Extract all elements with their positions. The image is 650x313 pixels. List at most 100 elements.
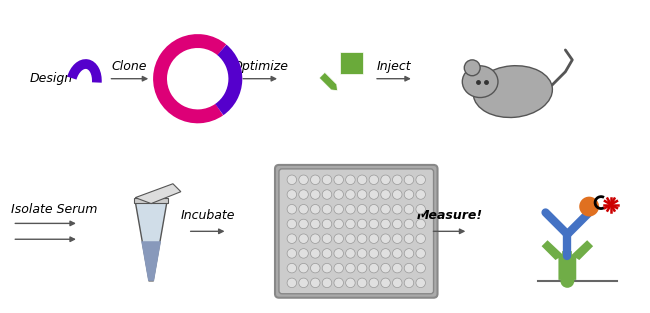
Circle shape xyxy=(299,190,308,199)
Circle shape xyxy=(381,249,390,258)
Circle shape xyxy=(287,219,296,229)
Circle shape xyxy=(287,175,296,185)
Ellipse shape xyxy=(464,60,480,76)
Circle shape xyxy=(416,263,426,273)
Circle shape xyxy=(404,263,413,273)
Text: Clone: Clone xyxy=(112,60,147,73)
Circle shape xyxy=(322,175,332,185)
Polygon shape xyxy=(141,241,161,281)
Ellipse shape xyxy=(473,66,552,117)
Circle shape xyxy=(311,175,320,185)
Circle shape xyxy=(311,263,320,273)
Bar xyxy=(135,198,168,203)
Ellipse shape xyxy=(462,66,498,98)
Circle shape xyxy=(322,249,332,258)
Circle shape xyxy=(299,249,308,258)
Circle shape xyxy=(393,190,402,199)
Circle shape xyxy=(322,263,332,273)
Text: Optimize: Optimize xyxy=(232,60,288,73)
Circle shape xyxy=(334,219,343,229)
Circle shape xyxy=(369,204,378,214)
Circle shape xyxy=(358,219,367,229)
Circle shape xyxy=(369,219,378,229)
Circle shape xyxy=(369,263,378,273)
Circle shape xyxy=(404,219,413,229)
Circle shape xyxy=(311,204,320,214)
Circle shape xyxy=(404,175,413,185)
Circle shape xyxy=(287,249,296,258)
Circle shape xyxy=(416,278,426,288)
Circle shape xyxy=(381,234,390,244)
Circle shape xyxy=(334,204,343,214)
Circle shape xyxy=(334,278,343,288)
Circle shape xyxy=(311,249,320,258)
Polygon shape xyxy=(541,240,564,280)
Circle shape xyxy=(416,249,426,258)
Circle shape xyxy=(404,204,413,214)
Circle shape xyxy=(416,219,426,229)
Circle shape xyxy=(358,190,367,199)
Circle shape xyxy=(287,263,296,273)
Circle shape xyxy=(334,234,343,244)
Circle shape xyxy=(346,219,355,229)
Polygon shape xyxy=(340,52,363,74)
Circle shape xyxy=(416,204,426,214)
Circle shape xyxy=(346,249,355,258)
Circle shape xyxy=(346,175,355,185)
Circle shape xyxy=(322,278,332,288)
Circle shape xyxy=(287,204,296,214)
Circle shape xyxy=(393,278,402,288)
Circle shape xyxy=(381,190,390,199)
Circle shape xyxy=(287,234,296,244)
Circle shape xyxy=(322,234,332,244)
Text: Isolate Serum: Isolate Serum xyxy=(11,203,98,216)
Circle shape xyxy=(358,204,367,214)
Circle shape xyxy=(393,263,402,273)
Circle shape xyxy=(416,190,426,199)
Circle shape xyxy=(346,263,355,273)
Circle shape xyxy=(393,234,402,244)
Circle shape xyxy=(393,204,402,214)
Circle shape xyxy=(404,234,413,244)
Circle shape xyxy=(404,190,413,199)
Polygon shape xyxy=(319,72,337,90)
Text: Measure!: Measure! xyxy=(417,209,482,222)
Circle shape xyxy=(381,278,390,288)
Circle shape xyxy=(334,249,343,258)
Polygon shape xyxy=(570,240,593,280)
Circle shape xyxy=(299,234,308,244)
Text: Inject: Inject xyxy=(376,60,411,73)
Circle shape xyxy=(404,249,413,258)
Circle shape xyxy=(346,234,355,244)
Circle shape xyxy=(579,197,599,217)
Text: Incubate: Incubate xyxy=(180,209,235,222)
Circle shape xyxy=(369,175,378,185)
Circle shape xyxy=(416,234,426,244)
Circle shape xyxy=(299,204,308,214)
Circle shape xyxy=(322,190,332,199)
Circle shape xyxy=(393,175,402,185)
Circle shape xyxy=(404,278,413,288)
Circle shape xyxy=(381,219,390,229)
Circle shape xyxy=(322,219,332,229)
Text: Design: Design xyxy=(29,72,72,85)
Circle shape xyxy=(311,234,320,244)
Circle shape xyxy=(299,219,308,229)
Circle shape xyxy=(381,263,390,273)
Circle shape xyxy=(358,234,367,244)
Circle shape xyxy=(311,219,320,229)
Circle shape xyxy=(334,263,343,273)
Circle shape xyxy=(358,263,367,273)
Circle shape xyxy=(346,190,355,199)
Circle shape xyxy=(334,190,343,199)
Circle shape xyxy=(381,175,390,185)
Circle shape xyxy=(346,278,355,288)
Polygon shape xyxy=(135,202,167,281)
Circle shape xyxy=(299,278,308,288)
Circle shape xyxy=(393,219,402,229)
Circle shape xyxy=(369,234,378,244)
Circle shape xyxy=(287,278,296,288)
Circle shape xyxy=(358,175,367,185)
Circle shape xyxy=(381,204,390,214)
Circle shape xyxy=(358,278,367,288)
